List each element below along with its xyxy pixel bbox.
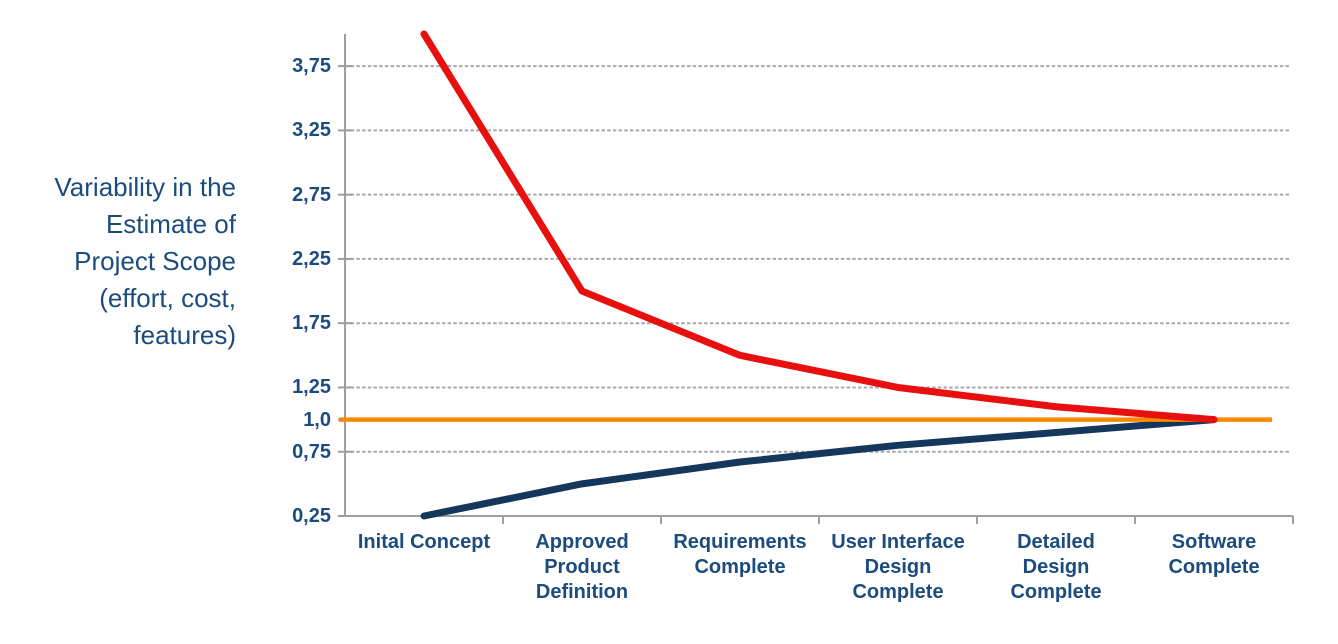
x-axis-category-label: Inital Concept xyxy=(357,531,491,553)
x-axis-category-label: Detailed Design Complete xyxy=(1010,531,1102,603)
x-axis-category-label: Approved Product Definition xyxy=(535,531,629,603)
y-axis-tick-label: 3,25 xyxy=(292,119,331,142)
x-axis-category-label: Requirements Complete xyxy=(673,531,807,578)
y-axis-tick-label: 0,75 xyxy=(292,440,331,463)
upper-estimate-line xyxy=(420,30,1218,424)
y-axis-tick-label: 1,75 xyxy=(292,312,331,335)
y-axis-tick-label: 2,75 xyxy=(292,183,331,206)
y-axis-tick-label: 3,75 xyxy=(292,55,331,78)
x-axis-category-label: User Interface Design Complete xyxy=(831,531,965,603)
y-axis-tick-label: 2,25 xyxy=(292,247,331,270)
y-axis-tick-label: 1,0 xyxy=(303,408,331,431)
y-axis-tick-label: 1,25 xyxy=(292,376,331,399)
y-axis-title: Variability in the Estimate of Project S… xyxy=(54,172,236,350)
y-axis-tick-label: 0,25 xyxy=(292,505,331,527)
x-axis-category-label: Software Complete xyxy=(1168,531,1260,578)
y-gridlines xyxy=(345,65,1289,453)
lower-estimate-line xyxy=(420,416,1218,520)
